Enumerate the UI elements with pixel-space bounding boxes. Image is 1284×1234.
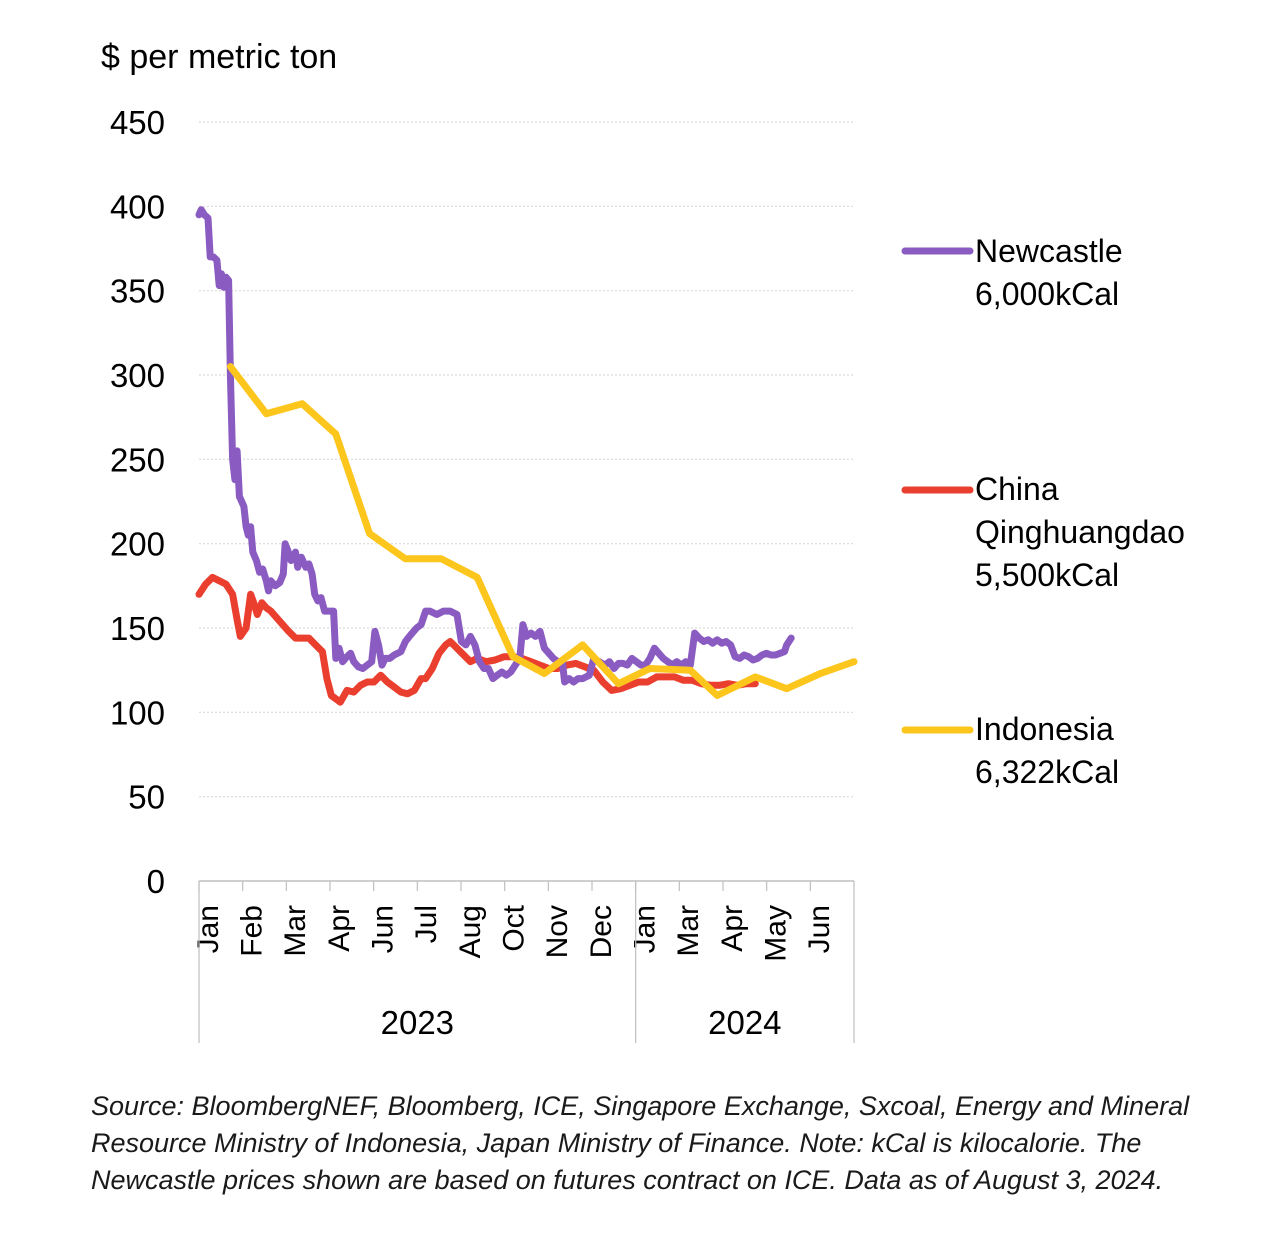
y-tick-label: 150 [110,610,165,647]
series-line-china [195,573,759,706]
axes: 0 50 100 150 200 250 300 350 400 450 Jan Feb Mar Apr J… [110,104,855,1043]
x-tick-label: May [760,905,793,962]
y-tick-label: 450 [110,104,165,141]
y-axis-title: $ per metric ton [101,38,338,76]
x-tick-label: Dec [585,905,618,958]
series-line-newcastle [195,206,795,686]
x-tick-label: Aug [454,905,487,958]
x-tick-label: Jan [192,905,225,953]
series-lines [195,206,858,706]
x-tick-label: Jan [629,905,662,953]
y-tick-label: 350 [110,273,165,310]
y-tick-label: 400 [110,188,165,225]
x-tick-label: Jun [367,905,400,953]
x-tick-label: Apr [716,905,749,952]
legend-label-newcastle: Newcastle 6,000kCal [975,233,1123,312]
x-tick-label: Mar [672,905,705,957]
y-tick-label: 250 [110,441,165,478]
y-tick-label: 100 [110,694,165,731]
year-label: 2024 [708,1004,781,1041]
y-tick-label: 300 [110,357,165,394]
x-tick-label: Jun [803,905,836,953]
source-note: Source: BloombergNEF, Bloomberg, ICE, Si… [91,1091,1190,1195]
legend-label-indonesia: Indonesia 6,322kCal [975,711,1120,790]
x-tick-label: Feb [236,905,269,957]
gridlines [199,121,854,798]
x-tick-label: Nov [541,905,574,958]
legend-label-china: China Qinghuangdao 5,500kCal [975,471,1185,593]
year-label: 2023 [381,1004,454,1041]
legend-swatches [901,247,974,734]
x-tick-label: Oct [498,904,531,951]
y-tick-label: 0 [147,863,165,900]
y-tick-label: 50 [128,779,165,816]
series-line-indonesia [226,363,858,699]
x-tick-label: Jul [410,905,443,943]
y-tick-label: 200 [110,526,165,563]
x-tick-label: Apr [323,905,356,952]
x-tick-label: Mar [279,905,312,957]
